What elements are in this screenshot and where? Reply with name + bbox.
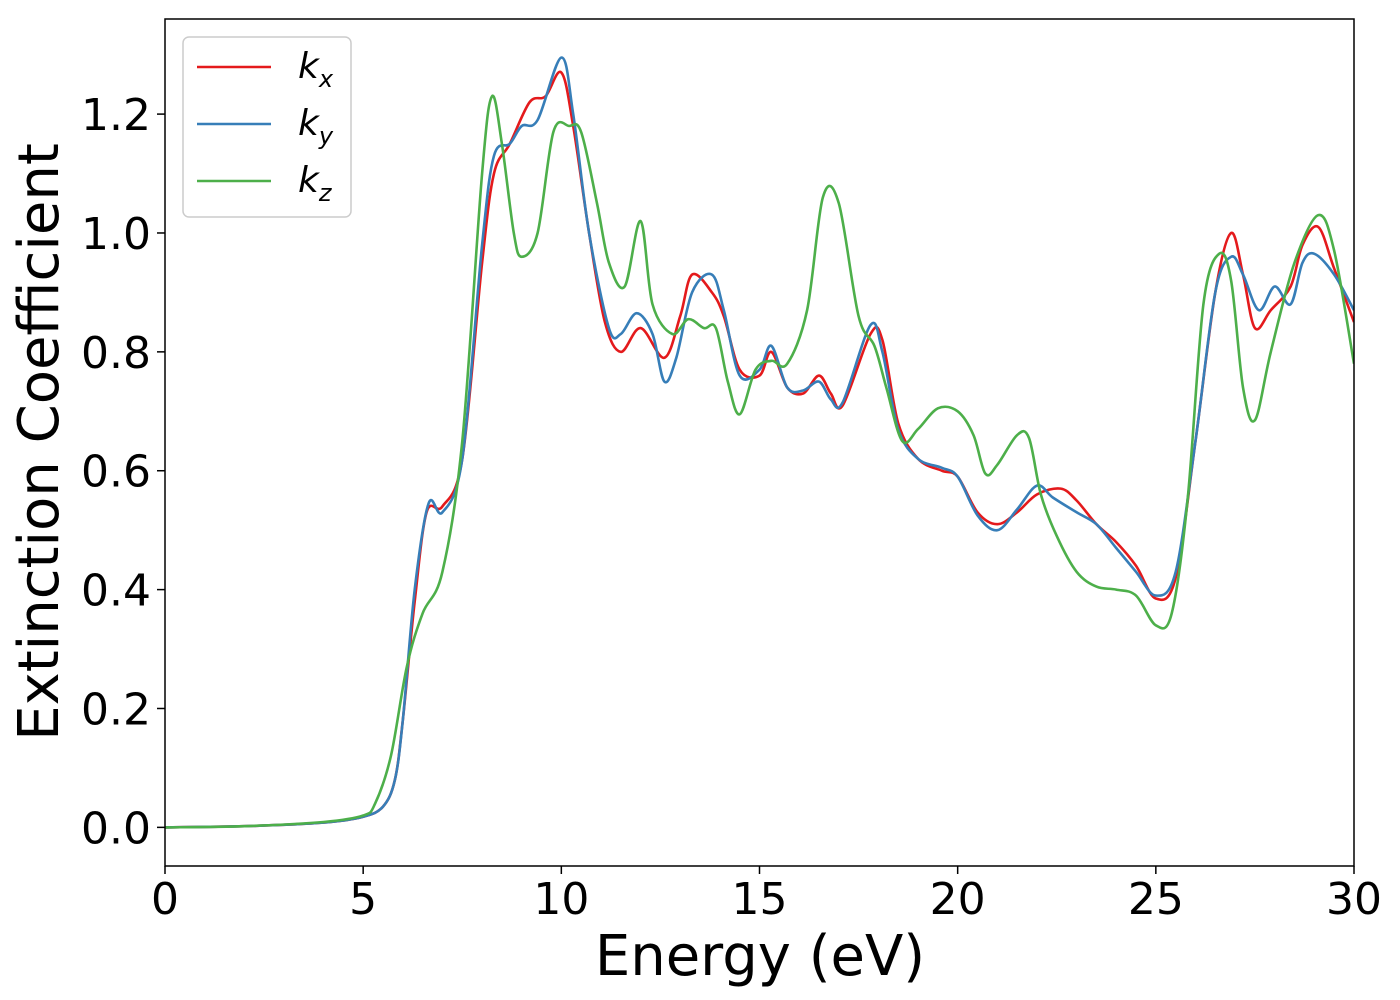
y-tick-label: 1.0 bbox=[81, 209, 151, 260]
legend-label-kz: kz bbox=[298, 160, 333, 207]
x-tick-label: 0 bbox=[151, 874, 179, 925]
y-tick-label: 0.2 bbox=[81, 684, 151, 735]
x-tick-label: 15 bbox=[732, 874, 788, 925]
x-tick-label: 5 bbox=[349, 874, 377, 925]
y-tick-label: 0.0 bbox=[81, 803, 151, 854]
y-tick-label: 0.6 bbox=[81, 447, 151, 498]
y-tick-label: 1.2 bbox=[81, 90, 151, 141]
series-line-kz bbox=[165, 94, 1354, 829]
y-tick-label: 0.4 bbox=[81, 566, 151, 617]
y-axis-label: Extinction Coefficient bbox=[7, 143, 72, 741]
legend-box bbox=[182, 36, 352, 218]
x-tick-label: 10 bbox=[533, 874, 589, 925]
x-axis-ticks: 0 5 10 15 20 25 30 bbox=[151, 866, 1382, 925]
y-tick-label: 0.8 bbox=[81, 328, 151, 379]
x-tick-label: 30 bbox=[1326, 874, 1382, 925]
y-axis-ticks: 0.0 0.2 0.4 0.6 0.8 1.0 1.2 bbox=[81, 90, 165, 854]
x-axis-label: Energy (eV) bbox=[595, 924, 925, 989]
plot-layer bbox=[165, 56, 1354, 829]
x-tick-label: 20 bbox=[930, 874, 986, 925]
x-tick-label: 25 bbox=[1128, 874, 1184, 925]
